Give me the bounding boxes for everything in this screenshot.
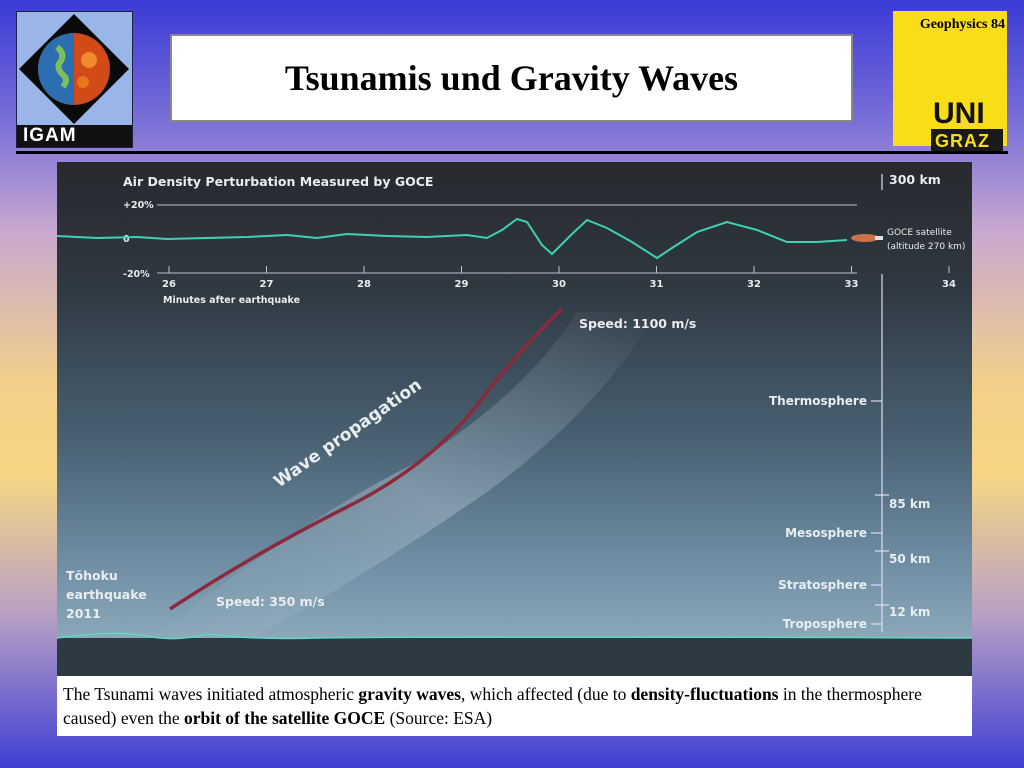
caption-bold: density-fluctuations — [630, 684, 779, 704]
figure-graphic: Air Density Perturbation Measured by GOC… — [57, 172, 972, 676]
svg-text:earthquake: earthquake — [66, 587, 147, 602]
ground — [57, 638, 972, 676]
x-tick-label: 32 — [747, 279, 761, 290]
y-tick-label: -20% — [123, 269, 150, 280]
figure-title: Air Density Perturbation Measured by GOC… — [123, 174, 433, 189]
perturbation-line — [57, 217, 848, 260]
x-axis-label: Minutes after earthquake — [163, 295, 300, 306]
svg-text:2011: 2011 — [66, 606, 101, 621]
uni-graz-logo: Geophysics 84 UNI GRAZ — [893, 11, 1007, 153]
ocean-surface — [57, 632, 972, 640]
x-tick-label: 29 — [455, 279, 469, 290]
atmosphere-layers: Thermosphere Mesosphere Stratosphere Tro… — [769, 394, 882, 631]
layer-stratosphere: Stratosphere — [778, 578, 867, 592]
title-box: Tsunamis und Gravity Waves — [170, 34, 853, 122]
page-title: Tsunamis und Gravity Waves — [284, 58, 739, 98]
boundary-50km: 50 km — [889, 552, 930, 566]
wave-path — [169, 307, 564, 611]
x-tick-label: 31 — [650, 279, 664, 290]
slide-number: Geophysics 84 — [919, 17, 1005, 32]
caption-bold: orbit of the satellite GOCE — [183, 708, 386, 728]
y-tick-label: +20% — [123, 200, 154, 211]
globe-sun-icon — [17, 12, 132, 127]
caption-bold: gravity waves — [358, 684, 461, 704]
igam-logo-label: IGAM — [17, 125, 132, 147]
satellite-label: GOCE satellite — [887, 228, 952, 238]
caption-text: , which affected (due to — [460, 684, 631, 704]
caption-text: in the thermosphere caused) even the — [63, 684, 922, 728]
x-tick-label: 26 — [162, 279, 176, 290]
speed-top-label: Speed: 1100 m/s — [579, 316, 696, 331]
boundary-85km: 85 km — [889, 497, 930, 511]
uni-logo-text: UNI — [933, 97, 985, 130]
boundary-12km: 12 km — [889, 605, 930, 619]
layer-mesosphere: Mesosphere — [785, 526, 867, 540]
graz-logo-text: GRAZ — [931, 129, 1003, 153]
y-ticks: +20% 0 -20% — [123, 200, 154, 280]
altitude-boundaries: 85 km 50 km 12 km — [875, 494, 930, 619]
goce-figure: Air Density Perturbation Measured by GOC… — [57, 162, 972, 676]
x-tick-label: 28 — [357, 279, 371, 290]
speed-bottom-label: Speed: 350 m/s — [216, 594, 325, 609]
x-tick-label: 33 — [845, 279, 859, 290]
igam-logo: IGAM — [16, 11, 133, 148]
x-ticks: 26 27 28 29 30 31 32 33 34 — [162, 266, 956, 290]
figure-caption: The Tsunami waves initiated atmospheric … — [57, 676, 972, 736]
caption-text: (Source: ESA) — [385, 708, 493, 728]
svg-text:Tōhoku: Tōhoku — [66, 568, 118, 583]
x-tick-label: 27 — [260, 279, 274, 290]
header-divider — [16, 151, 1008, 154]
satellite-icon — [851, 234, 883, 242]
x-tick-label: 34 — [942, 279, 956, 290]
satellite-altitude: (altitude 270 km) — [887, 242, 965, 252]
layer-troposphere: Troposphere — [783, 617, 867, 631]
layer-thermosphere: Thermosphere — [769, 394, 867, 408]
y-tick-label: 0 — [123, 234, 130, 245]
x-tick-label: 30 — [552, 279, 566, 290]
altitude-300km: 300 km — [889, 172, 941, 187]
wave-glow — [147, 312, 657, 652]
caption-text: The Tsunami waves initiated atmospheric — [63, 684, 359, 704]
earthquake-label: Tōhoku earthquake 2011 — [66, 568, 147, 621]
